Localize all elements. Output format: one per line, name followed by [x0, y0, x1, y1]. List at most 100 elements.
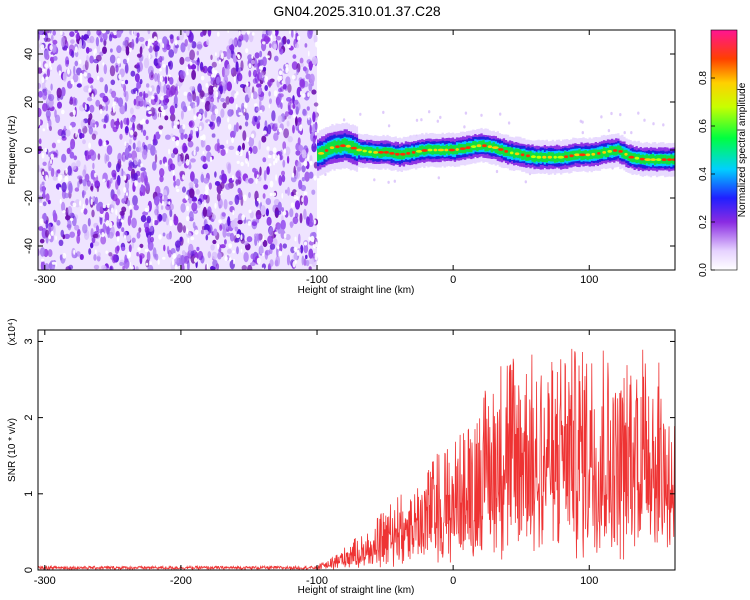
noise-blob: [115, 64, 119, 73]
noise-gap: [270, 34, 273, 42]
noise-blob: [96, 255, 101, 262]
noise-blob: [259, 50, 263, 58]
noise-blob: [235, 122, 239, 132]
noise-blob: [203, 163, 208, 168]
noise-blob: [299, 79, 306, 89]
noise-blob: [47, 93, 52, 100]
noise-blob: [277, 115, 283, 124]
noise-blob: [252, 145, 258, 155]
noise-gap: [194, 257, 198, 263]
faint-dot: [373, 178, 376, 182]
noise-blob: [95, 36, 99, 47]
noise-blob: [281, 170, 285, 176]
ridge-core: [362, 149, 367, 153]
noise-blob: [202, 206, 207, 218]
noise-blob: [60, 229, 65, 238]
noise-blob: [187, 95, 192, 103]
noise-blob: [112, 193, 118, 202]
noise-gap: [272, 153, 276, 159]
noise-blob: [287, 186, 290, 196]
noise-gap: [41, 76, 45, 84]
noise-blob: [43, 212, 47, 222]
noise-gap: [57, 139, 61, 144]
noise-blob: [129, 207, 133, 219]
noise-blob: [74, 30, 79, 34]
ridge-core: [579, 153, 586, 157]
noise-blob: [220, 244, 226, 249]
noise-blob: [139, 243, 144, 249]
noise-blob: [275, 35, 281, 41]
noise-blob: [234, 194, 240, 205]
noise-blob: [133, 131, 138, 138]
noise-gap: [234, 93, 237, 99]
noise-gap: [150, 261, 152, 266]
noise-gap: [129, 205, 133, 210]
noise-blob: [162, 194, 168, 203]
noise-blob: [227, 109, 234, 117]
noise-blob: [61, 130, 66, 139]
ridge-core: [498, 148, 504, 151]
noise-blob: [99, 77, 104, 83]
noise-blob: [174, 240, 181, 248]
ridge-green: [327, 142, 330, 155]
noise-blob: [173, 95, 178, 106]
noise-blob: [280, 219, 286, 230]
noise-gap: [307, 154, 309, 161]
noise-gap: [176, 188, 180, 193]
noise-gap: [240, 234, 243, 241]
faint-dot: [499, 112, 502, 116]
ridge-core: [536, 155, 542, 159]
noise-blob: [281, 207, 285, 212]
noise-blob: [96, 185, 100, 193]
noise-blob: [311, 89, 317, 95]
noise-blob: [67, 206, 73, 216]
noise-blob: [165, 217, 169, 226]
noise-blob: [220, 108, 225, 118]
noise-blob: [136, 53, 142, 58]
noise-gap: [164, 162, 168, 167]
noise-blob: [55, 114, 61, 124]
noise-gap: [193, 149, 196, 156]
noise-blob: [106, 145, 113, 155]
noise-gap: [308, 236, 312, 241]
noise-blob: [182, 225, 186, 234]
noise-blob: [70, 39, 75, 44]
noise-blob: [217, 121, 220, 127]
noise-blob: [192, 91, 197, 102]
noise-blob: [51, 34, 54, 42]
noise-gap: [168, 201, 171, 205]
noise-blob: [203, 229, 209, 235]
noise-gap: [103, 140, 107, 147]
noise-blob: [301, 255, 305, 266]
noise-blob: [79, 132, 83, 139]
noise-blob: [63, 125, 67, 131]
noise-blob: [171, 152, 175, 159]
noise-gap: [93, 49, 96, 56]
noise-blob: [229, 96, 235, 104]
noise-gap: [285, 66, 289, 74]
noise-blob: [88, 126, 94, 135]
noise-blob: [127, 153, 132, 159]
noise-blob: [41, 181, 45, 186]
noise-blob: [85, 198, 89, 206]
ridge-core: [553, 155, 557, 159]
noise-gap: [120, 219, 124, 223]
noise-blob: [286, 155, 290, 164]
ridge-green: [660, 154, 663, 164]
noise-gap: [45, 76, 48, 80]
noise-blob: [311, 56, 318, 66]
noise-blob: [137, 96, 144, 102]
noise-blob: [191, 202, 198, 212]
noise-gap: [44, 63, 48, 68]
noise-blob: [183, 145, 188, 152]
noise-gap: [227, 117, 230, 123]
noise-gap: [171, 136, 176, 142]
noise-blob: [158, 125, 164, 130]
noise-blob: [294, 200, 301, 210]
noise-gap: [158, 234, 162, 240]
noise-blob: [172, 175, 176, 182]
noise-gap: [144, 248, 149, 252]
noise-blob: [199, 61, 204, 71]
noise-blob: [259, 166, 262, 176]
noise-blob: [69, 231, 75, 238]
